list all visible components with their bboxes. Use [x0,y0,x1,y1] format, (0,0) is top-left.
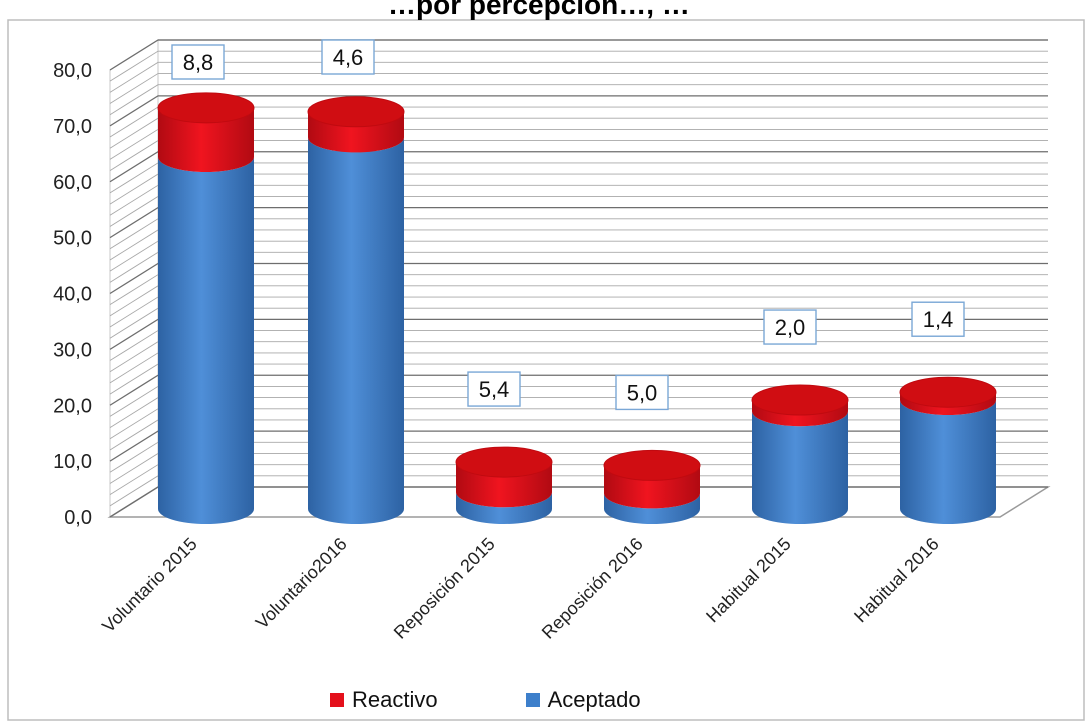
bar-reactivo [158,107,254,172]
bars [157,92,997,525]
legend-label-reactivo: Reactivo [352,687,438,712]
data-label-box [911,301,965,337]
data-label: 5,4 [467,371,521,407]
bar-reactivo [900,392,996,416]
bar-group [157,92,255,525]
bar-top-cap [157,92,255,124]
legend-item-aceptado: Aceptado [525,687,641,713]
bar-group [307,96,405,524]
bar-group [603,449,701,524]
chart-title: …por percepción…, … [388,0,690,20]
gridline [109,73,1048,104]
legend-swatch-reactivo [330,693,344,707]
data-label: 1,4 [911,301,965,337]
legend-label-aceptado: Aceptado [547,687,641,712]
y-tick-label: 50,0 [53,228,92,250]
data-label: 8,8 [171,44,225,80]
bar-group [899,376,997,524]
bar-aceptado [604,493,700,524]
bar-group [751,384,849,524]
data-label-box [763,309,817,345]
bar-top-cap [307,96,405,128]
data-label: 4,6 [321,39,375,75]
y-tick-label: 30,0 [53,339,92,361]
y-tick-label: 10,0 [53,451,92,473]
data-label: 5,0 [615,374,669,411]
bar-aceptado [158,156,254,525]
bar-aceptado [900,400,996,524]
data-label-text: 2,0 [775,315,806,340]
y-tick-label: 20,0 [53,395,92,417]
x-tick-label: Reposición 2016 [538,534,647,643]
data-label-box [615,374,669,411]
bar-group [455,446,553,524]
gridline [109,84,1048,116]
bar-reactivo [308,111,404,153]
y-tick-label: 0,0 [64,507,92,529]
gridline [109,61,1048,93]
data-label-text: 5,0 [627,380,658,405]
bar-top-cap [899,376,997,408]
bar-aceptado [456,492,552,524]
data-label-text: 1,4 [923,307,954,332]
chart-border [7,19,1085,721]
bar-aceptado [752,411,848,524]
bar-top-cap [455,446,553,478]
data-label-text: 5,4 [479,377,510,402]
bar-reactivo [456,462,552,508]
x-tick-label: Habitual 2015 [702,534,795,627]
data-label-text: 4,6 [333,45,364,70]
bar-reactivo [604,465,700,509]
x-axis: Voluntario 2015 Voluntario2016 Reposición … [98,534,943,643]
data-label-box [321,39,375,75]
x-tick-label: Voluntario2016 [252,534,351,633]
data-label-box [171,44,225,80]
bar-reactivo [752,400,848,427]
bar-top-cap [751,384,849,416]
y-tick-label: 70,0 [53,116,92,138]
x-tick-label: Habitual 2016 [850,534,943,627]
gridline [109,39,1048,71]
legend-item-reactivo: Reactivo [330,687,438,713]
y-tick-label: 80,0 [53,60,92,82]
x-tick-label: Reposición 2015 [390,534,499,643]
legend-swatch-aceptado [525,693,540,707]
y-axis: 0,0 10,0 20,0 30,0 40,0 50,0 60,0 70,0 80,0 [53,60,92,529]
gridline [109,50,1048,82]
bar-aceptado [308,137,404,524]
x-tick-label: Voluntario 2015 [98,534,201,637]
bar-top-cap [603,449,701,481]
data-label-text: 8,8 [183,50,214,75]
data-labels: 8,8 4,6 5,4 5,0 2,0 1,4 [171,39,965,411]
y-tick-label: 40,0 [53,284,92,306]
legend: Reactivo Aceptado [330,684,641,716]
data-label: 2,0 [763,309,817,345]
data-label-box [467,371,521,407]
y-tick-label: 60,0 [53,172,92,194]
gridline [109,95,1048,127]
